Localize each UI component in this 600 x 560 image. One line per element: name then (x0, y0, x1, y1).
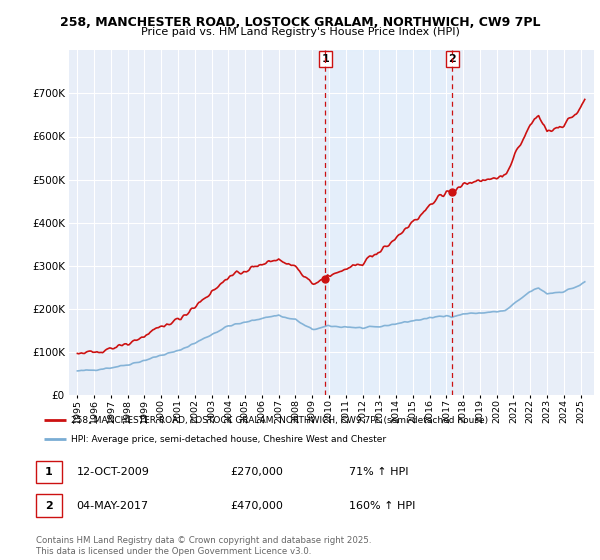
Text: Price paid vs. HM Land Registry's House Price Index (HPI): Price paid vs. HM Land Registry's House … (140, 27, 460, 37)
Text: 2: 2 (448, 54, 456, 64)
Text: £470,000: £470,000 (230, 501, 283, 511)
FancyBboxPatch shape (36, 494, 62, 517)
Text: 2: 2 (45, 501, 53, 511)
Text: HPI: Average price, semi-detached house, Cheshire West and Chester: HPI: Average price, semi-detached house,… (71, 435, 386, 444)
Text: 71% ↑ HPI: 71% ↑ HPI (349, 467, 409, 477)
FancyBboxPatch shape (36, 461, 62, 483)
Text: Contains HM Land Registry data © Crown copyright and database right 2025.
This d: Contains HM Land Registry data © Crown c… (36, 536, 371, 556)
Text: 04-MAY-2017: 04-MAY-2017 (77, 501, 149, 511)
Text: 258, MANCHESTER ROAD, LOSTOCK GRALAM, NORTHWICH, CW9 7PL: 258, MANCHESTER ROAD, LOSTOCK GRALAM, NO… (60, 16, 540, 29)
Text: 1: 1 (322, 54, 329, 64)
Text: 1: 1 (45, 467, 53, 477)
Text: 12-OCT-2009: 12-OCT-2009 (77, 467, 149, 477)
Text: 258, MANCHESTER ROAD, LOSTOCK GRALAM, NORTHWICH, CW9 7PL (semi-detached house): 258, MANCHESTER ROAD, LOSTOCK GRALAM, NO… (71, 416, 488, 424)
Bar (325, 50, 452, 395)
Text: 160% ↑ HPI: 160% ↑ HPI (349, 501, 416, 511)
Text: £270,000: £270,000 (230, 467, 283, 477)
